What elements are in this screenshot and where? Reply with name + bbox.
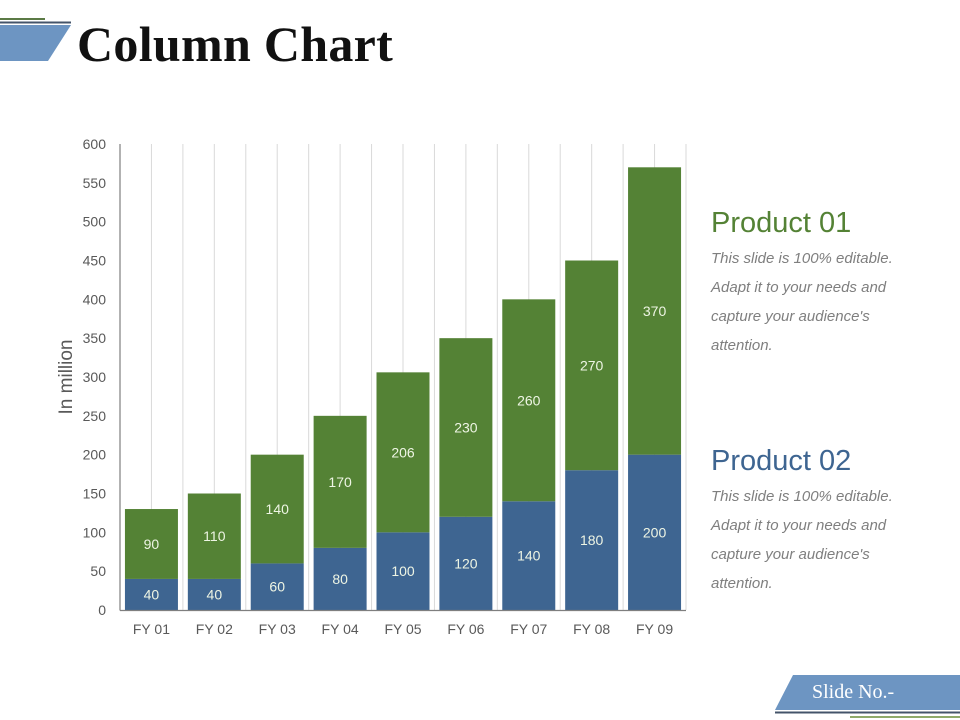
x-tick-label: FY 04 xyxy=(322,621,359,637)
data-label: 260 xyxy=(517,392,541,408)
panel-description: This slide is 100% editable. Adapt it to… xyxy=(711,244,951,360)
page-title: Column Chart xyxy=(77,16,394,72)
panel-heading: Product 01 xyxy=(711,207,852,239)
bar-segment[interactable] xyxy=(187,493,241,579)
title-accent-decoration xyxy=(0,18,71,61)
panel-description: This slide is 100% editable. Adapt it to… xyxy=(711,482,951,598)
data-label: 40 xyxy=(207,586,223,602)
y-tick-label: 250 xyxy=(83,408,107,424)
bar-segment[interactable] xyxy=(502,501,556,610)
data-label: 140 xyxy=(517,548,541,564)
data-label: 100 xyxy=(391,563,415,579)
bar-segment[interactable] xyxy=(565,470,619,610)
legend-panel-product-01: Product 01 This slide is 100% editable. … xyxy=(711,206,951,360)
bar-segment[interactable] xyxy=(250,454,304,564)
bar-segment[interactable] xyxy=(628,167,682,455)
x-tick-label: FY 05 xyxy=(384,621,421,637)
bar-segment[interactable] xyxy=(313,415,367,548)
legend-panel-product-02: Product 02 This slide is 100% editable. … xyxy=(711,444,951,598)
panel-line: Adapt it to your needs and xyxy=(711,517,887,534)
y-axis-title: In million xyxy=(56,340,77,415)
panel-line: attention. xyxy=(711,575,773,592)
data-label: 140 xyxy=(266,501,290,517)
x-tick-label: FY 02 xyxy=(196,621,233,637)
panel-heading: Product 02 xyxy=(711,445,852,477)
slide-number-banner xyxy=(775,675,960,718)
y-tick-label: 350 xyxy=(83,330,107,346)
data-label: 230 xyxy=(454,419,478,435)
y-tick-label: 500 xyxy=(83,214,107,230)
panel-line: This slide is 100% editable. xyxy=(711,488,893,505)
x-tick-label: FY 08 xyxy=(573,621,610,637)
bar-segment[interactable] xyxy=(565,260,619,471)
bar-segment[interactable] xyxy=(439,338,493,517)
x-tick-label: FY 03 xyxy=(259,621,296,637)
panel-line: capture your audience's xyxy=(711,308,870,325)
y-tick-label: 100 xyxy=(83,524,107,540)
data-label: 170 xyxy=(328,474,352,490)
x-tick-label: FY 07 xyxy=(510,621,547,637)
bar-segment[interactable] xyxy=(376,532,430,610)
data-label: 206 xyxy=(391,444,415,460)
bar-segment[interactable] xyxy=(124,578,178,610)
panel-line: Adapt it to your needs and xyxy=(711,279,887,296)
y-tick-label: 300 xyxy=(83,369,107,385)
data-label: 60 xyxy=(269,579,285,595)
y-tick-label: 600 xyxy=(83,136,107,152)
data-label: 120 xyxy=(454,555,478,571)
slide-number-label: Slide No.- xyxy=(812,681,895,703)
column-chart: 0 50 100 150 200 250 300 350 400 450 500 550 600 In m… xyxy=(56,136,687,637)
y-tick-label: 450 xyxy=(83,253,107,269)
bar-segment[interactable] xyxy=(376,372,430,533)
data-label: 200 xyxy=(643,524,667,540)
data-label: 180 xyxy=(580,532,604,548)
panel-line: This slide is 100% editable. xyxy=(711,250,893,267)
y-tick-label: 0 xyxy=(98,602,106,618)
bar-segment[interactable] xyxy=(628,454,682,610)
y-tick-label: 550 xyxy=(83,175,107,191)
data-label: 270 xyxy=(580,357,604,373)
bar-segment[interactable] xyxy=(124,509,178,579)
panel-line: attention. xyxy=(711,337,773,354)
data-label: 110 xyxy=(203,528,226,544)
bar-segment[interactable] xyxy=(313,547,367,610)
bar-segment[interactable] xyxy=(439,516,493,610)
bar-segment[interactable] xyxy=(502,299,556,502)
data-label: 80 xyxy=(332,571,348,587)
x-tick-label: FY 06 xyxy=(447,621,484,637)
y-tick-label: 200 xyxy=(83,447,107,463)
bar-segment[interactable] xyxy=(187,578,241,610)
x-tick-label: FY 01 xyxy=(133,621,170,637)
panel-line: capture your audience's xyxy=(711,546,870,563)
x-tick-label: FY 09 xyxy=(636,621,673,637)
data-label: 370 xyxy=(643,303,667,319)
y-tick-label: 150 xyxy=(83,486,107,502)
y-tick-label: 50 xyxy=(90,563,106,579)
data-label: 40 xyxy=(144,586,160,602)
y-tick-label: 400 xyxy=(83,291,107,307)
data-label: 90 xyxy=(144,536,160,552)
bar-segment[interactable] xyxy=(250,563,304,610)
